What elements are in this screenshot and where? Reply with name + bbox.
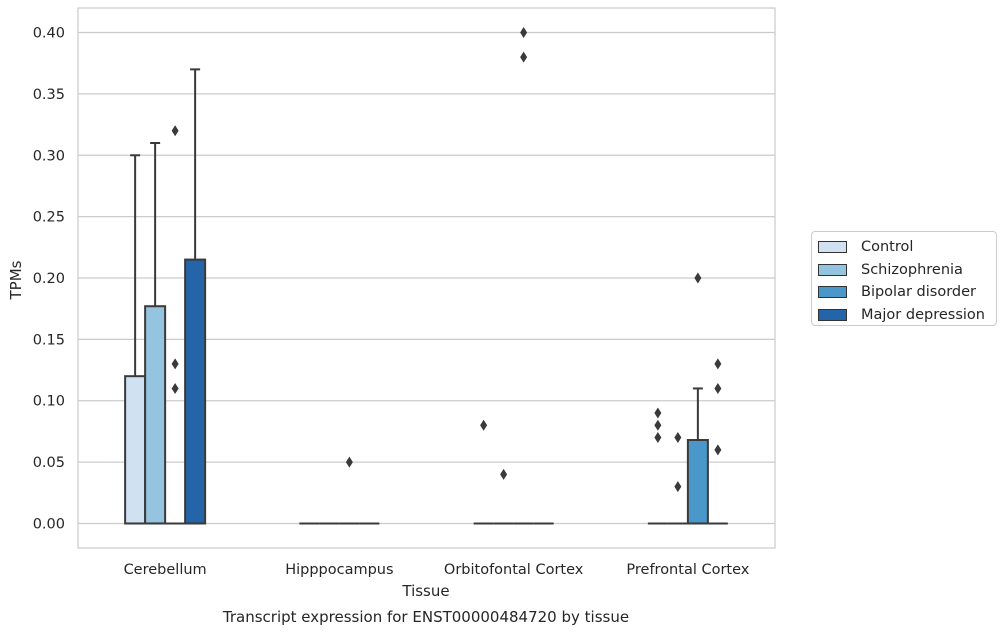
box [493,468,514,525]
outlier-point [345,456,353,468]
legend-item-bipolar-disorder: Bipolar disorder [818,281,996,304]
y-tick-label: 0.15 [33,332,65,348]
x-tick-label: Cerebellum [124,562,207,578]
legend-item-major-depression: Major depression [818,304,996,327]
box [473,419,494,525]
legend-label-control: Control [861,239,914,256]
outlier-point [674,432,682,444]
legend-swatch-control [818,241,847,254]
x-tick-label: Prefrontal Cortex [626,562,749,578]
x-tick-labels: Cerebellum Hipppocampus Orbitofontal Corte… [124,562,750,578]
legend-label-schizophrenia: Schizophrenia [861,261,963,278]
y-axis-label: TPMs [7,260,25,300]
outlier-point [171,382,179,394]
plot-area-frame [77,7,776,549]
legend-item-control: Control [818,236,996,259]
box [165,125,186,525]
legend-swatch-major-depression [818,308,847,321]
x-tick-label: Orbitofontal Cortex [444,562,584,578]
chart-title: Transcript expression for ENST0000048472… [222,608,629,626]
outlier-point [674,481,682,493]
box [144,142,167,525]
y-tick-label: 0.05 [33,455,65,471]
outlier-point [480,419,488,431]
outlier-point [714,382,722,394]
x-axis-label: Tissue [401,582,449,600]
box [686,272,709,525]
y-tick-label: 0.20 [33,271,65,287]
outlier-point [654,407,662,419]
box-body [184,258,207,525]
legend: Control Schizophrenia Bipolar disorder M… [811,231,997,326]
outlier-point [171,125,179,137]
y-tick-labels: 0.00 0.05 0.10 0.15 0.20 0.25 0.30 0.35 0.40 [33,26,65,533]
y-tick-label: 0.40 [33,26,65,42]
outlier-point [694,272,702,284]
box [667,432,688,525]
legend-swatch-bipolar-disorder [818,286,847,299]
outlier-point [714,444,722,456]
box-body [124,375,147,525]
box [124,154,147,525]
box [184,68,207,525]
legend-label-major-depression: Major depression [861,306,985,323]
y-tick-label: 0.30 [33,148,65,164]
outlier-point [654,432,662,444]
legend-label-bipolar-disorder: Bipolar disorder [861,284,976,301]
y-tick-label: 0.35 [33,87,65,103]
x-tick-label: Hipppocampus [285,562,393,578]
y-tick-label: 0.25 [33,210,65,226]
outlier-point [500,468,508,480]
legend-item-schizophrenia: Schizophrenia [818,259,996,282]
box-body [686,439,709,525]
y-tick-label: 0.10 [33,394,65,410]
outlier-point [714,358,722,370]
y-tick-label: 0.00 [33,516,65,532]
grid-lines [78,31,775,525]
outlier-point [171,358,179,370]
outlier-point [520,51,528,63]
box [339,456,360,525]
legend-swatch-schizophrenia [818,263,847,276]
box-series [124,27,728,525]
box [647,407,668,525]
box [707,358,728,525]
outlier-point [520,27,528,39]
box [513,27,534,525]
box-body [144,305,167,525]
outlier-point [654,419,662,431]
